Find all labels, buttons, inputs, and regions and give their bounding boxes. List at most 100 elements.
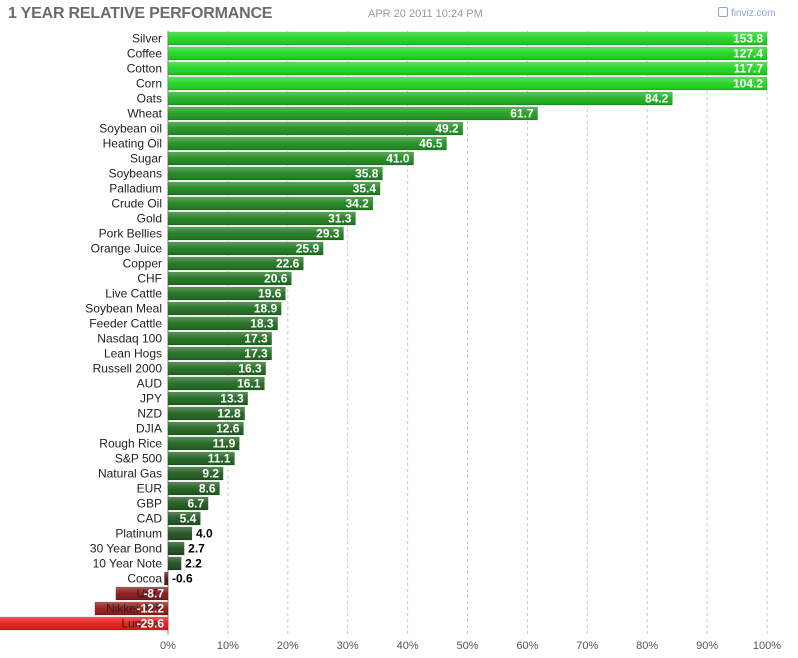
category-label: Russell 2000 [93, 362, 163, 376]
value-label: 11.9 [213, 437, 236, 451]
x-tick-label: 90% [696, 640, 718, 652]
value-label: 34.2 [345, 197, 369, 211]
value-label: 22.6 [276, 257, 300, 271]
value-label: 104.2 [733, 77, 763, 91]
value-label: 2.2 [185, 557, 202, 571]
value-label: 46.5 [419, 137, 443, 151]
bar-gloss [168, 257, 304, 270]
category-label: GBP [137, 497, 162, 511]
value-label: 13.3 [220, 392, 244, 406]
bar-gloss [168, 227, 344, 240]
finviz-logo-icon [718, 7, 728, 17]
bar-gloss [168, 212, 356, 225]
bar-gloss [168, 92, 673, 105]
value-label: 153.8 [733, 32, 763, 46]
value-label: 4.0 [196, 527, 213, 541]
value-label: 61.7 [510, 107, 534, 121]
category-label: CAD [137, 512, 163, 526]
category-label: Coffee [127, 47, 162, 61]
x-tick-label: 60% [516, 640, 538, 652]
x-tick-label: 40% [397, 640, 419, 652]
brand-link[interactable]: finviz.com [718, 7, 775, 19]
value-label: 31.3 [328, 212, 352, 226]
category-label: Oats [137, 92, 162, 106]
value-label: -12.2 [137, 602, 165, 616]
category-label: Sugar [130, 152, 162, 166]
category-label: Feeder Cattle [89, 317, 162, 331]
bar-gloss [168, 122, 463, 135]
category-label: Wheat [127, 107, 162, 121]
bar-gloss [164, 572, 168, 585]
category-label: USD [137, 587, 163, 601]
bars [0, 31, 768, 631]
category-label: Lumber [121, 617, 162, 631]
value-label: 127.4 [733, 47, 763, 61]
bar-gloss [168, 377, 265, 390]
value-label: 49.2 [435, 122, 459, 136]
value-label: 19.6 [258, 287, 282, 301]
value-label: 11.1 [208, 452, 231, 466]
x-tick-label: 30% [337, 640, 359, 652]
category-label: Platinum [115, 527, 162, 541]
x-tick-label: 80% [636, 640, 658, 652]
value-label: 18.9 [254, 302, 278, 316]
category-label: Rough Rice [99, 437, 162, 451]
category-label: CHF [137, 272, 162, 286]
value-label: 6.7 [187, 497, 204, 511]
x-tick-label: 50% [456, 640, 478, 652]
category-label: Silver [132, 32, 162, 46]
x-tick-label: 20% [277, 640, 299, 652]
bar-gloss [168, 137, 447, 150]
value-label: 84.2 [645, 92, 669, 106]
category-label: AUD [137, 377, 163, 391]
category-label: Soybean Meal [85, 302, 162, 316]
timestamp: APR 20 2011 10:24 PM [368, 8, 483, 20]
bar-gloss [0, 617, 169, 630]
bar-gloss [168, 182, 381, 195]
bar-gloss [168, 152, 414, 165]
bar-gloss [168, 302, 282, 315]
value-label: 25.9 [296, 242, 320, 256]
category-label: Crude Oil [111, 197, 162, 211]
bar-gloss [168, 332, 272, 345]
value-label: 29.3 [316, 227, 340, 241]
x-tick-label: 100% [753, 640, 781, 652]
bar-gloss [168, 47, 767, 60]
value-label: -29.6 [137, 617, 165, 631]
category-label: DJIA [136, 422, 162, 436]
category-label: Lean Hogs [104, 347, 162, 361]
bar-gloss [168, 542, 185, 555]
bar-gloss [168, 347, 272, 360]
category-label: Live Cattle [105, 287, 162, 301]
bar-gloss [168, 242, 324, 255]
bar-gloss [168, 272, 292, 285]
bar-gloss [94, 602, 168, 615]
bar-gloss [168, 422, 244, 435]
bar-gloss [168, 32, 767, 45]
bar-gloss [168, 77, 767, 90]
value-label: 41.0 [386, 152, 410, 166]
category-label: Nasdaq 100 [97, 332, 162, 346]
chart-title: 1 YEAR RELATIVE PERFORMANCE [8, 5, 273, 22]
bar-gloss [168, 482, 220, 495]
value-label: 17.3 [244, 347, 268, 361]
bar-gloss [168, 287, 286, 300]
bar-gloss [168, 557, 182, 570]
category-label: JPY [140, 392, 162, 406]
x-tick-label: 10% [217, 640, 239, 652]
category-label: EUR [137, 482, 163, 496]
bar-gloss [168, 467, 224, 480]
bar-gloss [168, 392, 248, 405]
category-label: Soybean oil [99, 122, 162, 136]
category-label: Natural Gas [98, 467, 162, 481]
category-label: Orange Juice [91, 242, 163, 256]
category-label: Palladium [109, 182, 162, 196]
category-label: Gold [137, 212, 162, 226]
value-label: 17.3 [244, 332, 268, 346]
bar-gloss [168, 362, 266, 375]
value-label: 12.8 [217, 407, 241, 421]
value-label: 18.3 [250, 317, 274, 331]
x-tick-label: 70% [576, 640, 598, 652]
